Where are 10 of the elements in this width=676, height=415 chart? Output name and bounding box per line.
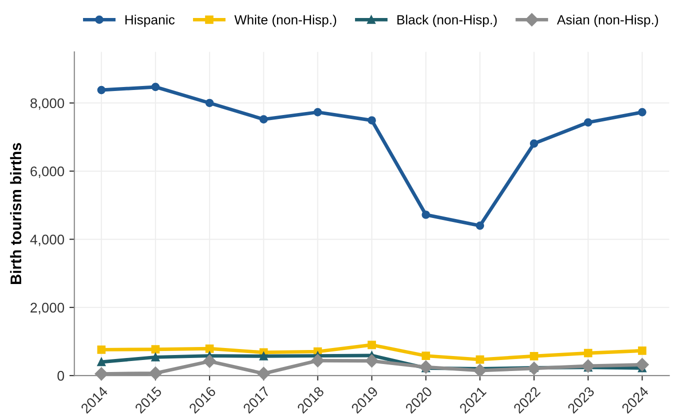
y-tick-label: 6,000: [30, 166, 64, 178]
legend-label: White (non-Hisp.): [234, 14, 336, 28]
y-tick-label: 0: [57, 370, 64, 381]
y-tick-label: 2,000: [30, 302, 64, 314]
legend-label: Black (non-Hisp.): [397, 14, 497, 28]
y-tick-label: 8,000: [30, 98, 64, 110]
y-axis-title: Birth tourism births: [10, 143, 22, 284]
legend-label: Asian (non-Hisp.): [556, 14, 658, 28]
legend-label: Hispanic: [125, 14, 175, 28]
y-tick-label: 4,000: [30, 234, 64, 246]
